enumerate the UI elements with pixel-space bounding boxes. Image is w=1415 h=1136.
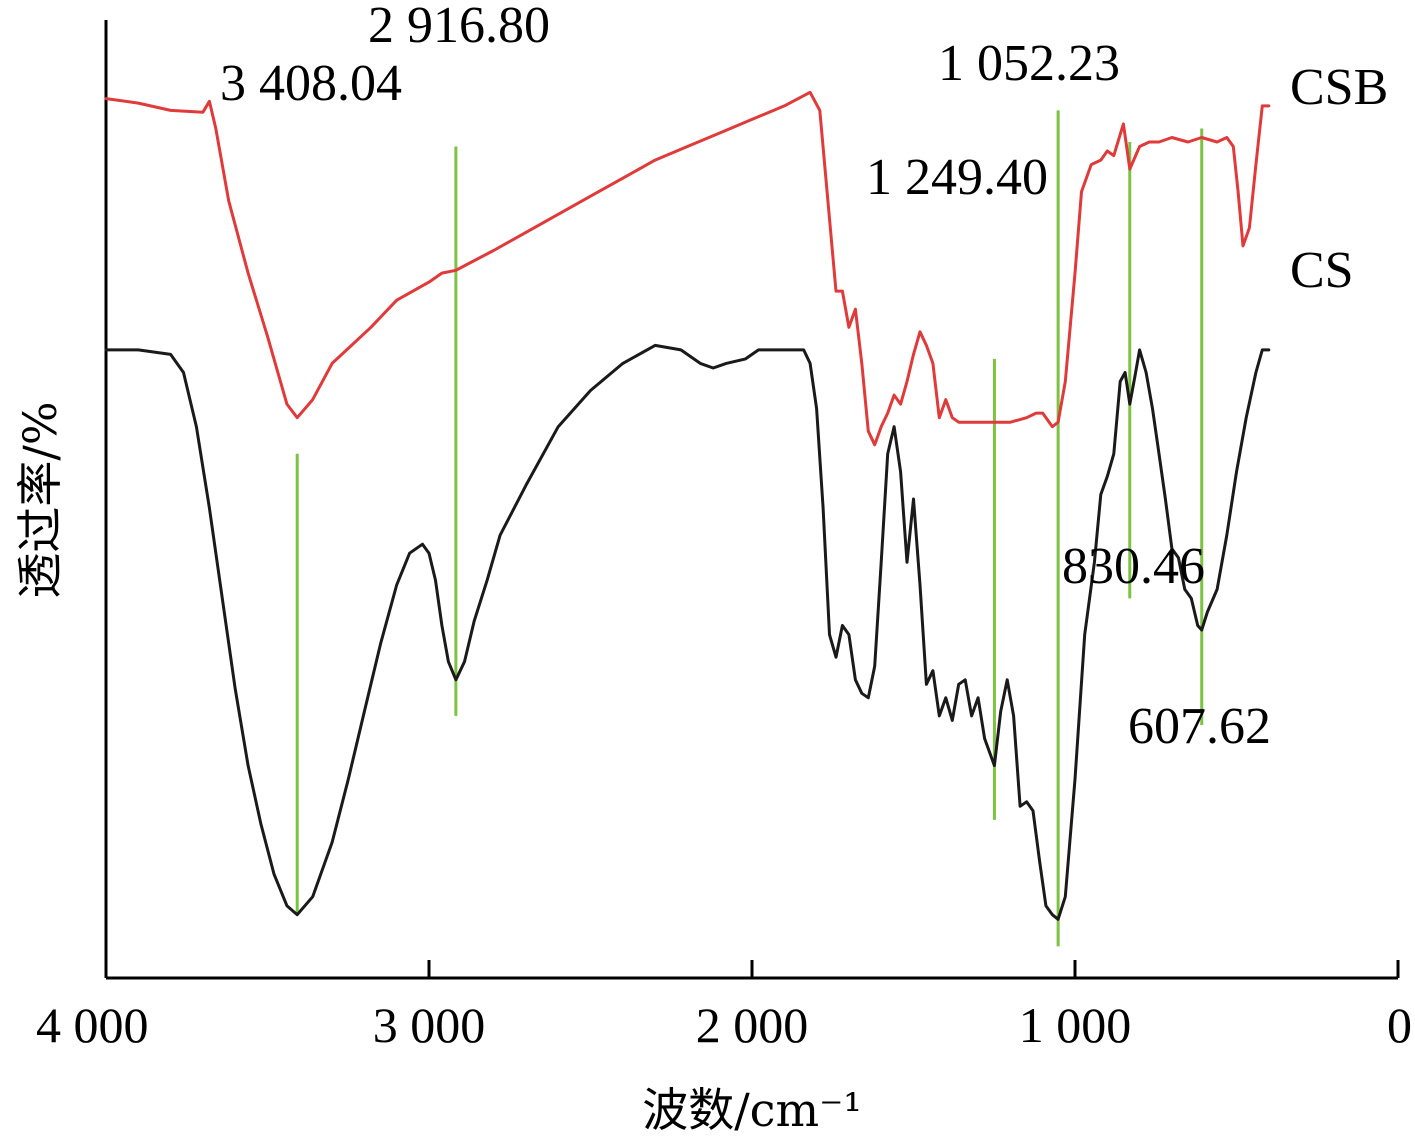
x-tick-label: 3 000 xyxy=(373,997,486,1053)
x-tick-label: 2 000 xyxy=(696,997,809,1053)
series-line-csb xyxy=(104,90,1271,447)
peak-label: 2 916.80 xyxy=(368,0,550,54)
series-lines xyxy=(104,90,1271,921)
series-label-cs: CS xyxy=(1290,242,1354,299)
y-axis-title: 透过率/% xyxy=(13,401,67,598)
x-tick-label: 1 000 xyxy=(1019,997,1132,1053)
peak-label: 3 408.04 xyxy=(220,55,402,112)
peak-label: 1 052.23 xyxy=(938,35,1120,92)
text-labels: 波数/cm⁻¹ 透过率/% 3 408.042 916.80 1 249.40 1 05… xyxy=(13,0,1388,1136)
x-tick-label: 4 000 xyxy=(36,997,149,1053)
peak-markers xyxy=(295,110,1204,947)
axes: 4 000 3 000 2 000 1 000 0 xyxy=(36,20,1412,1053)
peak-label: 607.62 xyxy=(1128,698,1271,755)
series-label-csb: CSB xyxy=(1290,59,1388,116)
series-line-cs xyxy=(104,343,1271,921)
x-axis-title: 波数/cm⁻¹ xyxy=(642,1083,862,1136)
peak-label: 1 249.40 xyxy=(866,149,1048,206)
peak-label: 830.46 xyxy=(1062,538,1205,595)
x-tick-label: 0 xyxy=(1387,997,1412,1053)
